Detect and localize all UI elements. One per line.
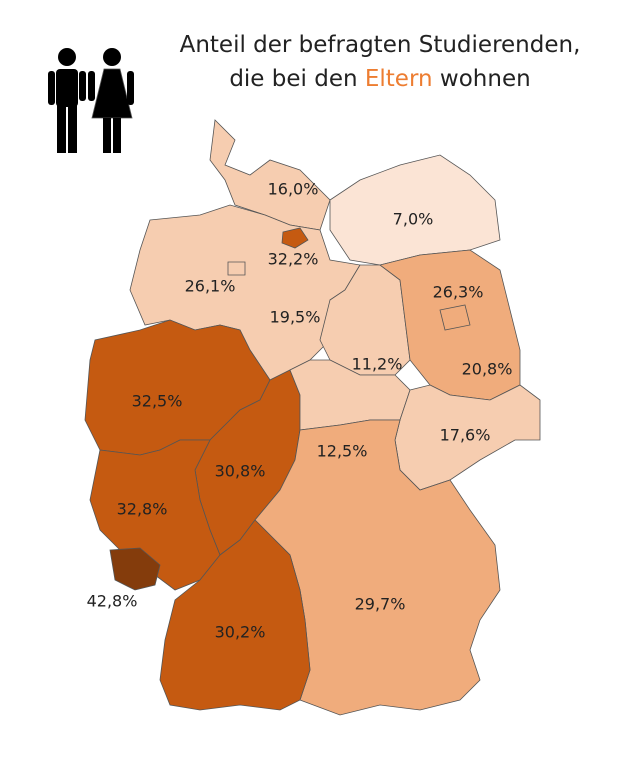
region-label: 17,6% [440,426,491,445]
region [89,439,221,591]
region-label: 12,5% [317,442,368,461]
region-label: 29,7% [355,595,406,614]
region-label: 20,8% [462,360,513,379]
title-text: die bei den [229,66,358,92]
title-text: wohnen [439,66,531,92]
region-label: 16,0% [268,180,319,199]
region-label: 7,0% [393,210,434,229]
region-label: 26,1% [185,277,236,296]
region-label: 26,3% [433,283,484,302]
region [209,119,331,231]
region [281,227,309,249]
region [439,304,471,331]
region-label: 42,8% [87,592,138,611]
region-label: 32,8% [117,500,168,519]
parents-icon [48,48,134,153]
title: Anteil der befragten Studierenden, die b… [150,28,610,96]
title-line: Anteil der befragten Studierenden, [179,32,581,58]
region [159,519,311,711]
region-label: 30,8% [215,462,266,481]
region-outline [227,261,246,276]
region-label: 32,2% [268,250,319,269]
region-label: 11,2% [352,355,403,374]
title-line: die bei den Eltern wohnen [150,62,610,96]
region [329,154,501,266]
region-label: 19,5% [270,308,321,327]
region [109,547,161,591]
region-label: 32,5% [132,392,183,411]
title-highlight: Eltern [364,66,433,92]
region-label: 30,2% [215,623,266,642]
